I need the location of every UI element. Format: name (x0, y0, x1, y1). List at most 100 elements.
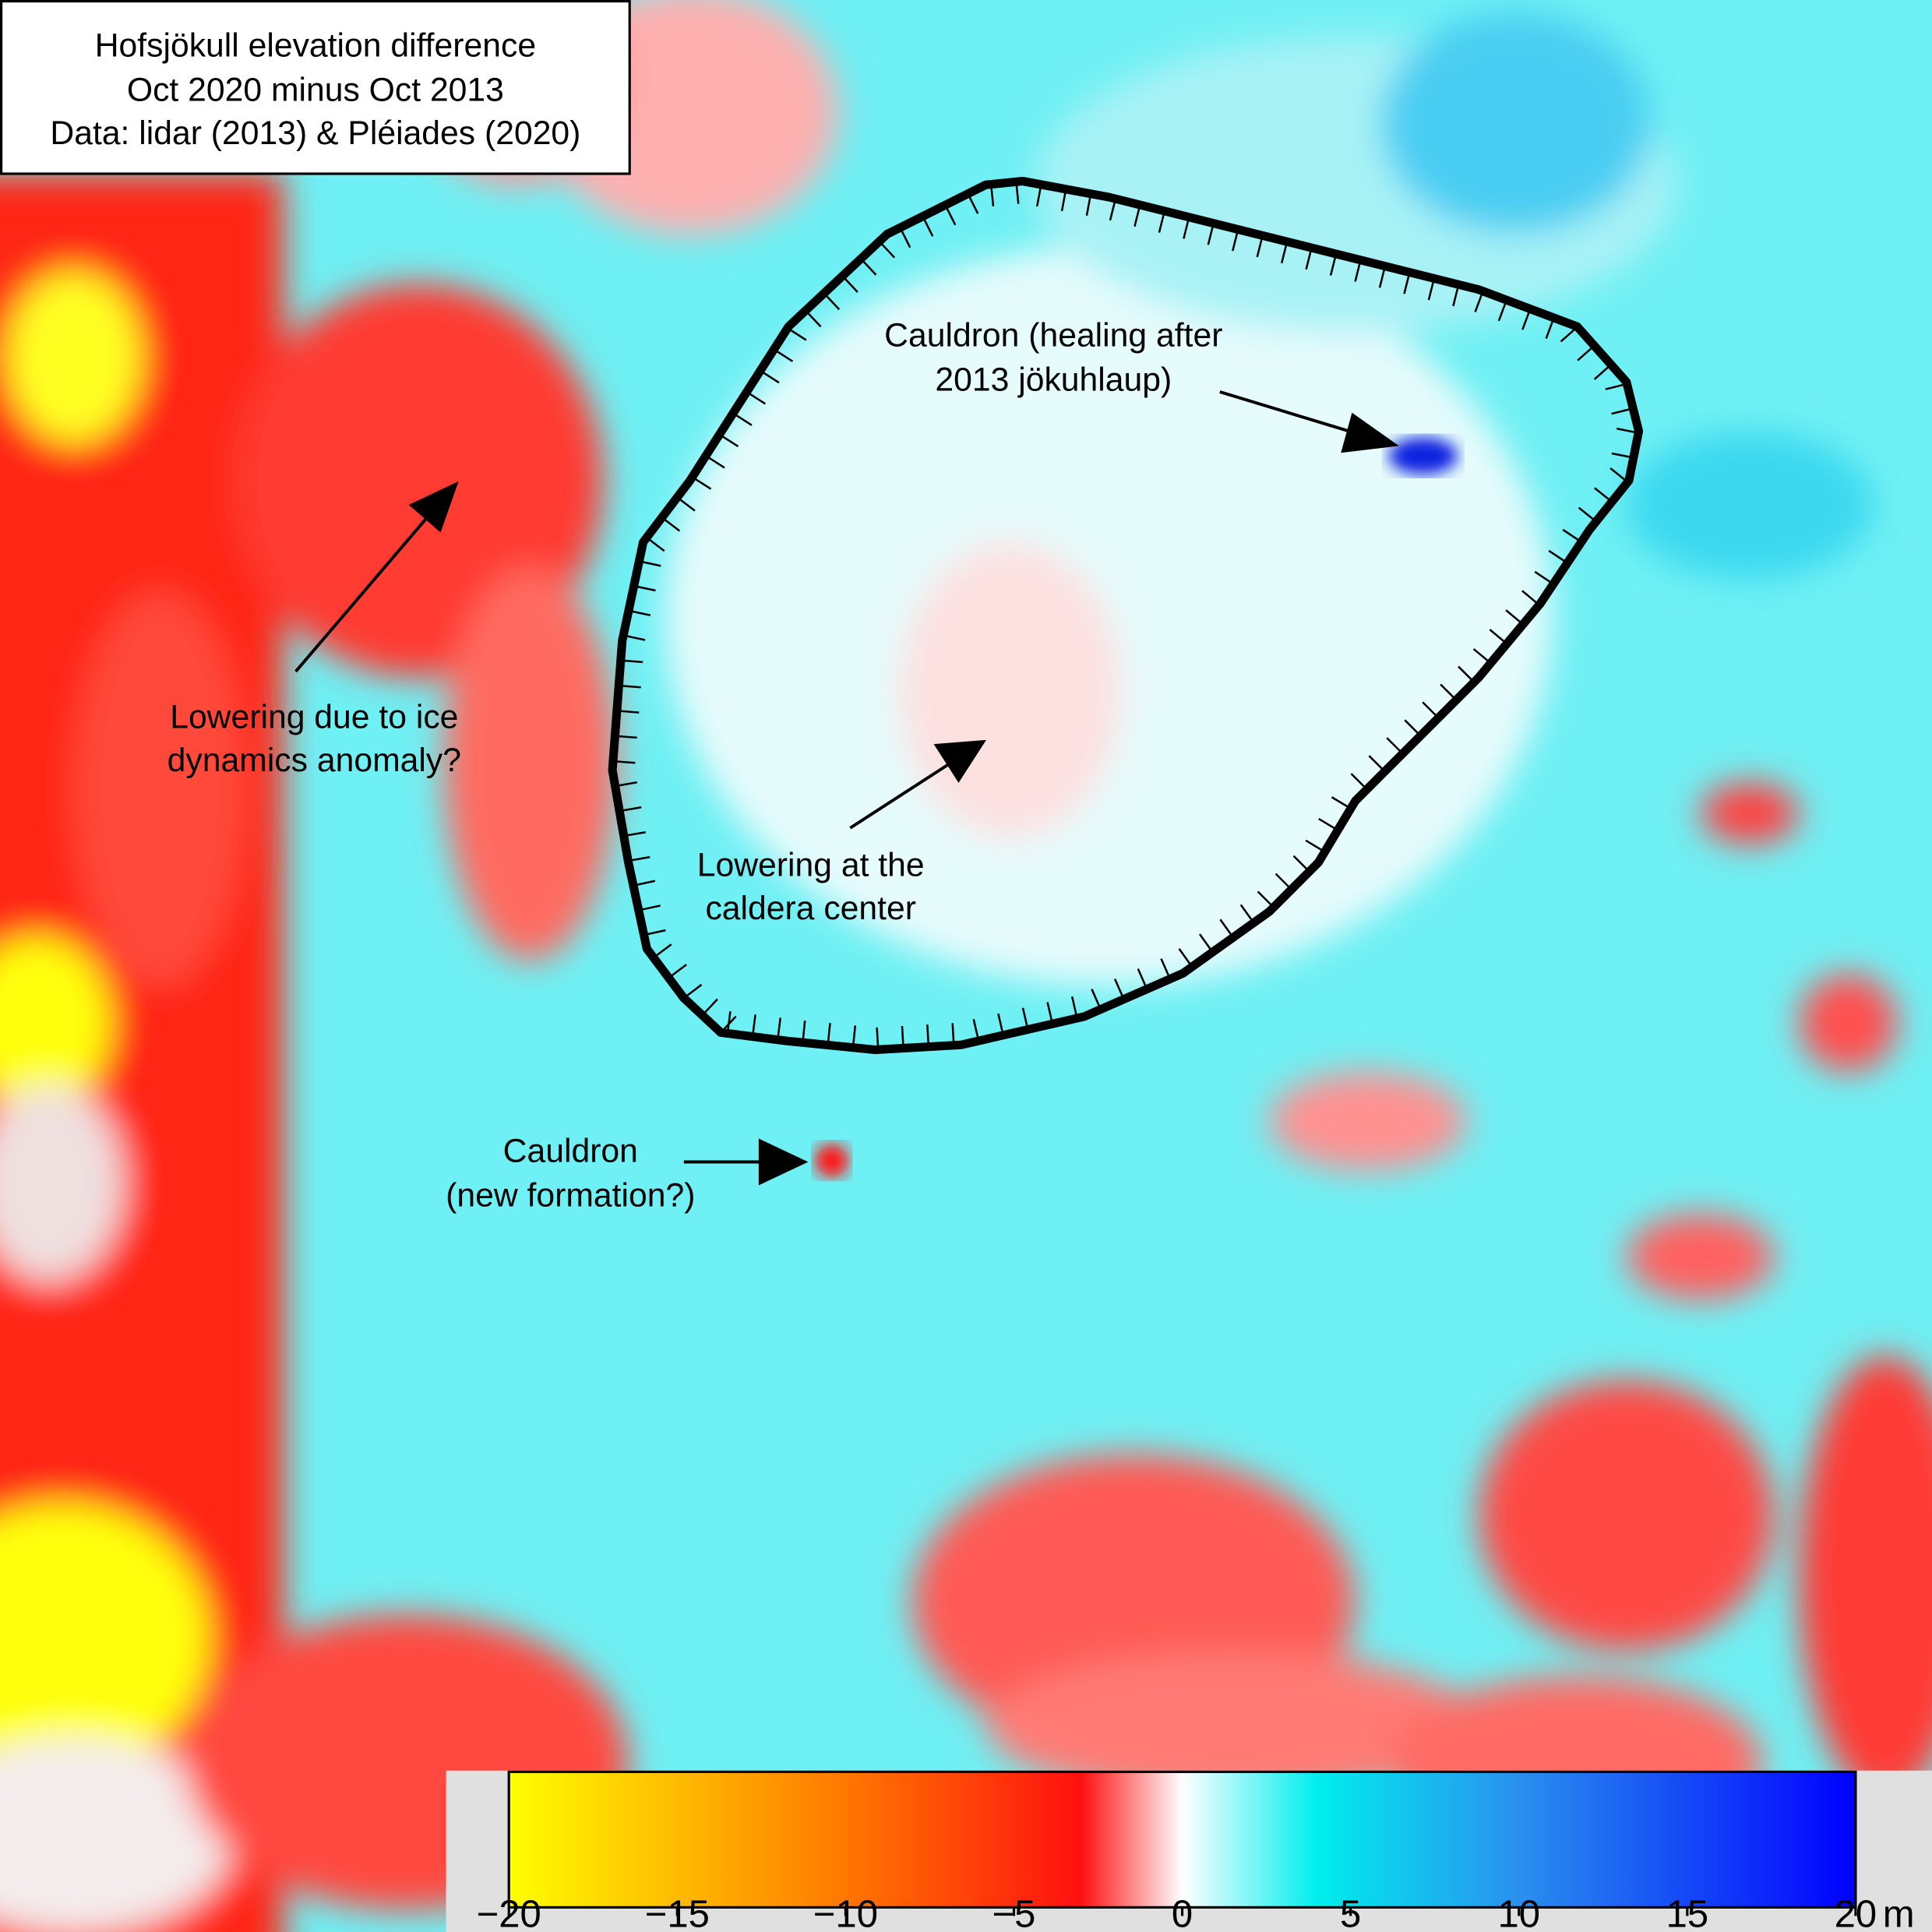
hachure (1427, 278, 1436, 301)
hachure (1113, 978, 1125, 1000)
hachure (1329, 253, 1338, 276)
hachure (823, 292, 841, 311)
hachure (668, 964, 687, 979)
hachure (751, 1014, 756, 1037)
colorbar-tick-label: 15 (1666, 1894, 1709, 1932)
annotation: Lowering at the (697, 847, 925, 884)
annotation: (new formation?) (446, 1176, 695, 1214)
colorbar-unit: m (1883, 1894, 1915, 1932)
hachure (1368, 755, 1386, 773)
colorbar-tick-label: 5 (1340, 1894, 1361, 1932)
hachure (1578, 506, 1597, 523)
hachure (615, 735, 637, 739)
hachure (802, 1020, 806, 1043)
hachure (1021, 1007, 1029, 1030)
hachure (944, 204, 957, 226)
hachure (1085, 193, 1092, 216)
hachure (1440, 683, 1458, 701)
hachure (1178, 948, 1193, 968)
hachure (876, 1027, 880, 1050)
hachure (972, 1019, 980, 1042)
hachure (746, 391, 767, 405)
arrow-head (408, 481, 459, 533)
hachure (1292, 855, 1310, 873)
hachure (691, 476, 712, 490)
hachure (1403, 272, 1411, 294)
hachure (633, 584, 656, 592)
hachure (1378, 266, 1387, 288)
hachure (619, 684, 641, 689)
hachure (639, 560, 661, 567)
hachure (827, 1023, 831, 1045)
hachure (620, 659, 643, 664)
hachure (1257, 890, 1274, 908)
hachure (989, 184, 995, 207)
arrow-line (294, 511, 433, 673)
hachure (1474, 291, 1484, 312)
hachure (705, 454, 725, 469)
hachure (653, 943, 672, 959)
hachure (676, 496, 696, 512)
colorbar-tick-label: −20 (477, 1894, 541, 1932)
hachure (951, 1023, 955, 1045)
hachure (616, 710, 640, 714)
hachure (1109, 198, 1117, 221)
hachure (1350, 773, 1368, 791)
hachure (1609, 467, 1629, 483)
hachure (1611, 452, 1634, 459)
hachure (1183, 217, 1190, 239)
hachure (619, 806, 642, 813)
hachure (922, 216, 934, 237)
title-line: Oct 2020 minus Oct 2013 (127, 72, 504, 109)
hachure (878, 241, 896, 259)
hachure (1497, 299, 1508, 322)
hachure (1035, 184, 1042, 207)
hachure (701, 998, 718, 1017)
hachure (1605, 383, 1627, 390)
colorbar-bar (507, 1770, 1857, 1909)
hachure (1452, 284, 1460, 307)
hachure (1616, 427, 1639, 434)
hachure (1305, 247, 1313, 270)
annotation: dynamics anomaly? (167, 742, 461, 779)
hachure (1548, 549, 1568, 564)
hachure (1386, 737, 1404, 755)
hachure (899, 227, 911, 249)
hachure (1198, 933, 1214, 953)
arrow-head (933, 739, 986, 783)
hachure (1354, 259, 1362, 282)
hachure (776, 1017, 782, 1040)
hachure (646, 537, 665, 552)
arrows (294, 390, 1399, 1186)
hachure (1280, 241, 1289, 264)
hachure (1318, 817, 1338, 831)
hachure (1239, 904, 1255, 924)
hachure (1422, 701, 1440, 719)
hachure (1472, 648, 1492, 665)
hachure (967, 193, 979, 214)
hachure (661, 516, 681, 532)
colorbar: −20 −15 −10 −5 0 5 10 15 20 m (446, 1770, 1932, 1932)
hachure (1232, 229, 1239, 252)
hachure (623, 830, 646, 837)
colorbar-tick-label: 0 (1172, 1894, 1193, 1932)
hachure (1158, 210, 1166, 233)
hachure (628, 609, 651, 617)
arrow-head (758, 1138, 809, 1186)
arrow-line (849, 759, 956, 830)
hachure (1560, 326, 1578, 343)
hachure (732, 412, 753, 426)
hachure (1219, 918, 1234, 939)
hachure (1404, 719, 1422, 737)
colorbar-tick-label: −10 (813, 1894, 878, 1932)
hachure (726, 1011, 732, 1034)
hachure (1331, 796, 1352, 809)
hachure (1070, 996, 1078, 1019)
hachure (628, 855, 650, 862)
hachure (760, 369, 780, 384)
hachure (1594, 487, 1613, 503)
hachure (1274, 873, 1292, 890)
hachure (1505, 609, 1524, 626)
